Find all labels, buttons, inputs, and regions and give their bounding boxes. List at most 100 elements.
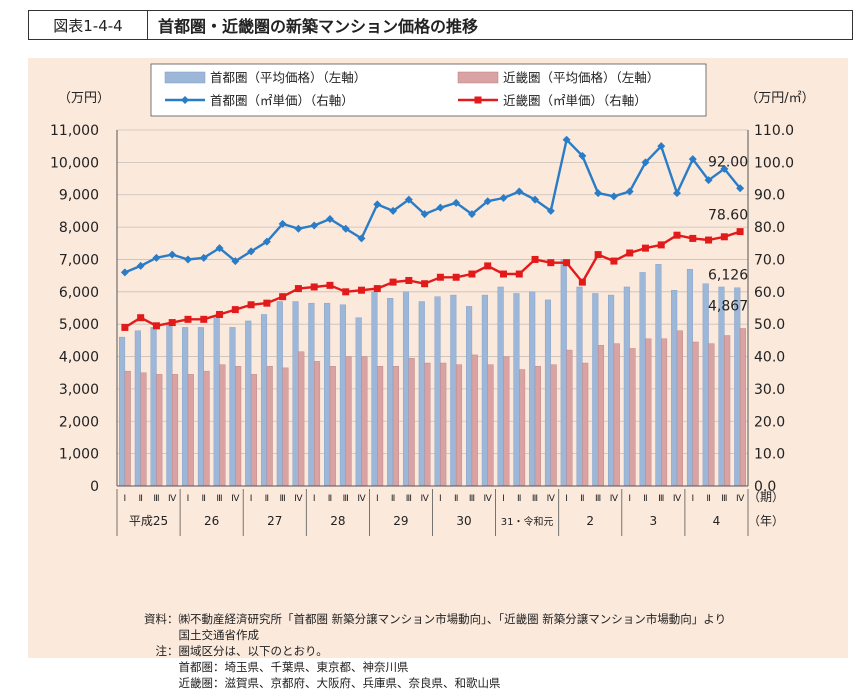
line-kinki-unit-point	[247, 301, 255, 309]
quarter-label: Ⅱ	[580, 494, 584, 504]
line-kinki-unit-point	[263, 299, 271, 307]
line-kinki-unit-point	[421, 280, 429, 288]
line-kinki-unit-point	[358, 286, 366, 294]
bar-shuto-avg	[481, 294, 488, 487]
bar-kinki-avg	[345, 356, 352, 487]
figure-title: 首都圏・近畿圏の新築マンション価格の推移	[158, 17, 479, 36]
bar-kinki-avg	[361, 356, 368, 487]
quarter-label: Ⅱ	[328, 494, 332, 504]
line-kinki-unit-point	[200, 315, 208, 323]
left-tick-label: 11,000	[50, 123, 99, 139]
line-shuto-unit-point	[294, 224, 303, 233]
line-kinki-unit-point	[137, 314, 145, 322]
bar-shuto-avg	[197, 327, 204, 487]
bar-kinki-avg	[503, 356, 510, 487]
quarter-label: Ⅰ	[250, 494, 253, 504]
quarter-label: Ⅲ	[153, 494, 159, 504]
bar-kinki-avg	[235, 366, 242, 487]
quarter-label: Ⅰ	[313, 494, 316, 504]
bar-kinki-avg	[566, 349, 573, 487]
quarter-label: Ⅰ	[187, 494, 190, 504]
bar-kinki-avg	[519, 369, 526, 487]
line-shuto-unit-point	[262, 237, 271, 246]
quarter-label: Ⅱ	[706, 494, 710, 504]
bar-shuto-avg	[355, 317, 362, 487]
left-tick-label: 1,000	[59, 447, 99, 463]
quarter-label: Ⅲ	[343, 494, 349, 504]
annotation-shuto-unit: 92.00	[708, 154, 748, 170]
quarter-label: Ⅱ	[265, 494, 269, 504]
quarter-label: Ⅳ	[294, 494, 303, 504]
line-kinki-unit-point	[216, 310, 224, 318]
bar-shuto-avg	[182, 327, 189, 487]
quarter-label: Ⅰ	[502, 494, 505, 504]
right-axis-unit: （万円/㎡）	[745, 91, 814, 106]
quarter-label: Ⅳ	[610, 494, 619, 504]
right-tick-label: 30.0	[754, 382, 785, 398]
line-kinki-unit-point	[184, 315, 192, 323]
quarter-label: Ⅱ	[138, 494, 142, 504]
line-shuto-unit-point	[231, 257, 240, 266]
legend-box	[150, 63, 707, 117]
bar-shuto-avg	[229, 327, 236, 487]
note-line: 資料：㈱不動産経済研究所「首都圏 新築分譲マンション市場動向」、「近畿圏 新築分…	[144, 612, 727, 626]
price-chart: 0 1,000 2,000 3,000 4,000 5,000 6,000 7,000 8,00…	[50, 63, 815, 536]
right-tick-label: 100.0	[754, 155, 794, 171]
year-label: 28	[330, 514, 345, 528]
bar-shuto-avg	[529, 291, 536, 487]
bar-shuto-avg	[450, 294, 457, 487]
bar-kinki-avg	[156, 374, 163, 487]
line-kinki-unit-point	[484, 262, 492, 270]
bar-shuto-avg	[576, 286, 583, 487]
line-shuto-unit-point	[736, 184, 745, 193]
bar-kinki-avg	[140, 372, 147, 487]
bar-kinki-avg	[187, 374, 194, 487]
bar-kinki-avg	[676, 330, 683, 487]
bar-kinki-avg	[282, 367, 289, 487]
right-tick-label: 10.0	[754, 447, 785, 463]
annotation-kinki-avg: 4,867	[708, 298, 748, 314]
year-label: 26	[204, 514, 219, 528]
bar-shuto-avg	[686, 268, 693, 487]
line-kinki-unit-point	[673, 231, 681, 239]
line-kinki-unit-point	[168, 319, 176, 327]
bar-shuto-avg	[497, 286, 504, 487]
line-shuto-unit-point	[404, 195, 413, 204]
bar-kinki-avg	[377, 366, 384, 487]
left-tick-label: 8,000	[59, 220, 99, 236]
bar-kinki-avg	[455, 364, 463, 487]
legend-label-shuto-avg: 首都圏（平均価格）（左軸）	[210, 70, 366, 85]
bar-shuto-avg	[466, 306, 473, 487]
line-kinki-unit-point	[578, 278, 586, 286]
year-label: 31・令和元	[501, 515, 554, 528]
quarter-label: Ⅳ	[673, 494, 682, 504]
left-axis-unit: （万円）	[58, 91, 110, 106]
bar-kinki-avg	[408, 357, 415, 487]
line-kinki-unit-line	[124, 230, 741, 329]
year-label: 2	[586, 514, 594, 528]
bar-shuto-avg	[245, 320, 252, 487]
bar-shuto-avg	[560, 259, 567, 487]
bar-shuto-avg	[324, 302, 331, 487]
quarter-label: Ⅰ	[628, 494, 631, 504]
bar-shuto-avg	[544, 299, 552, 487]
bar-kinki-avg	[266, 366, 273, 487]
right-tick-label: 0.0	[754, 479, 776, 495]
bar-kinki-avg	[298, 351, 305, 487]
bar-shuto-avg	[371, 291, 378, 487]
line-kinki-unit-point	[468, 270, 476, 278]
quarter-label: Ⅱ	[454, 494, 458, 504]
line-kinki-unit-point	[326, 281, 334, 289]
line-shuto-unit-point	[310, 221, 319, 230]
year-label: 平成25	[129, 514, 168, 528]
annotation-kinki-unit: 78.60	[708, 208, 748, 224]
year-axis-label: （年）	[748, 514, 784, 528]
note-line: 国土交通省作成	[144, 628, 259, 642]
bar-kinki-avg	[708, 343, 715, 487]
line-kinki-unit-point	[452, 273, 460, 281]
line-kinki-unit-point	[499, 270, 507, 278]
line-kinki-unit-point	[641, 244, 649, 252]
line-shuto-unit-point	[673, 189, 682, 198]
line-kinki-unit-point	[720, 233, 728, 241]
legend-marker-kinki-unit	[474, 96, 482, 104]
